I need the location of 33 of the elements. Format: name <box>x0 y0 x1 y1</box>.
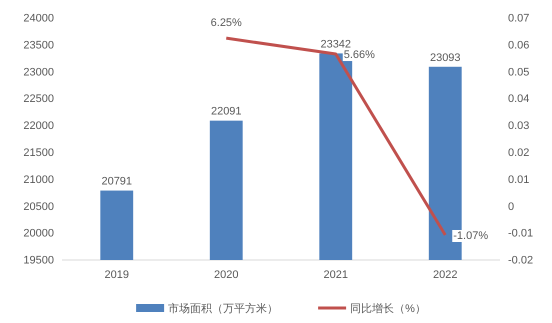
y-tick-label: 24000 <box>23 12 54 25</box>
y2-tick-label: 0.01 <box>508 174 530 186</box>
y-tick-label: 20000 <box>23 228 54 240</box>
data-label: 22091 <box>210 106 242 118</box>
y-tick-label: 19500 <box>23 254 54 267</box>
y2-tick-label: 0.03 <box>508 120 530 132</box>
legend-label: 市场面积（万平方米） <box>168 302 278 315</box>
x-tick-label: 2020 <box>214 268 238 281</box>
y2-tick-label: 0.05 <box>508 66 530 78</box>
y-tick-label: 23000 <box>23 66 54 78</box>
y-tick-label: 22000 <box>23 120 54 132</box>
x-tick-label: 2019 <box>104 268 129 281</box>
data-label: 20791 <box>101 176 132 188</box>
y2-tick-label: -0.02 <box>508 254 534 267</box>
y-tick-label: 22500 <box>23 93 54 106</box>
y-tick-label: 21000 <box>23 174 54 186</box>
y2-tick-label: 0.02 <box>508 146 530 159</box>
y-tick-label: 23500 <box>23 39 54 52</box>
y2-tick-label: 0.06 <box>508 39 530 52</box>
data-label: 23342 <box>320 38 352 50</box>
y-tick-label: 20500 <box>23 200 54 213</box>
x-tick-label: 2021 <box>324 268 348 281</box>
data-label: 5.66% <box>344 49 376 62</box>
y2-tick-label: -0.01 <box>508 228 534 240</box>
data-label: 23093 <box>430 52 461 64</box>
y-tick-label: 21500 <box>23 146 54 159</box>
y2-tick-label: 0 <box>508 200 514 213</box>
data-label: 6.25% <box>210 17 242 30</box>
x-tick-label: 2022 <box>433 268 458 281</box>
y2-tick-label: 0.07 <box>508 12 530 25</box>
legend-label: 同比增长（%） <box>350 302 426 315</box>
y2-tick-label: 0.04 <box>508 93 530 106</box>
data-label: -1.07% <box>453 230 488 242</box>
